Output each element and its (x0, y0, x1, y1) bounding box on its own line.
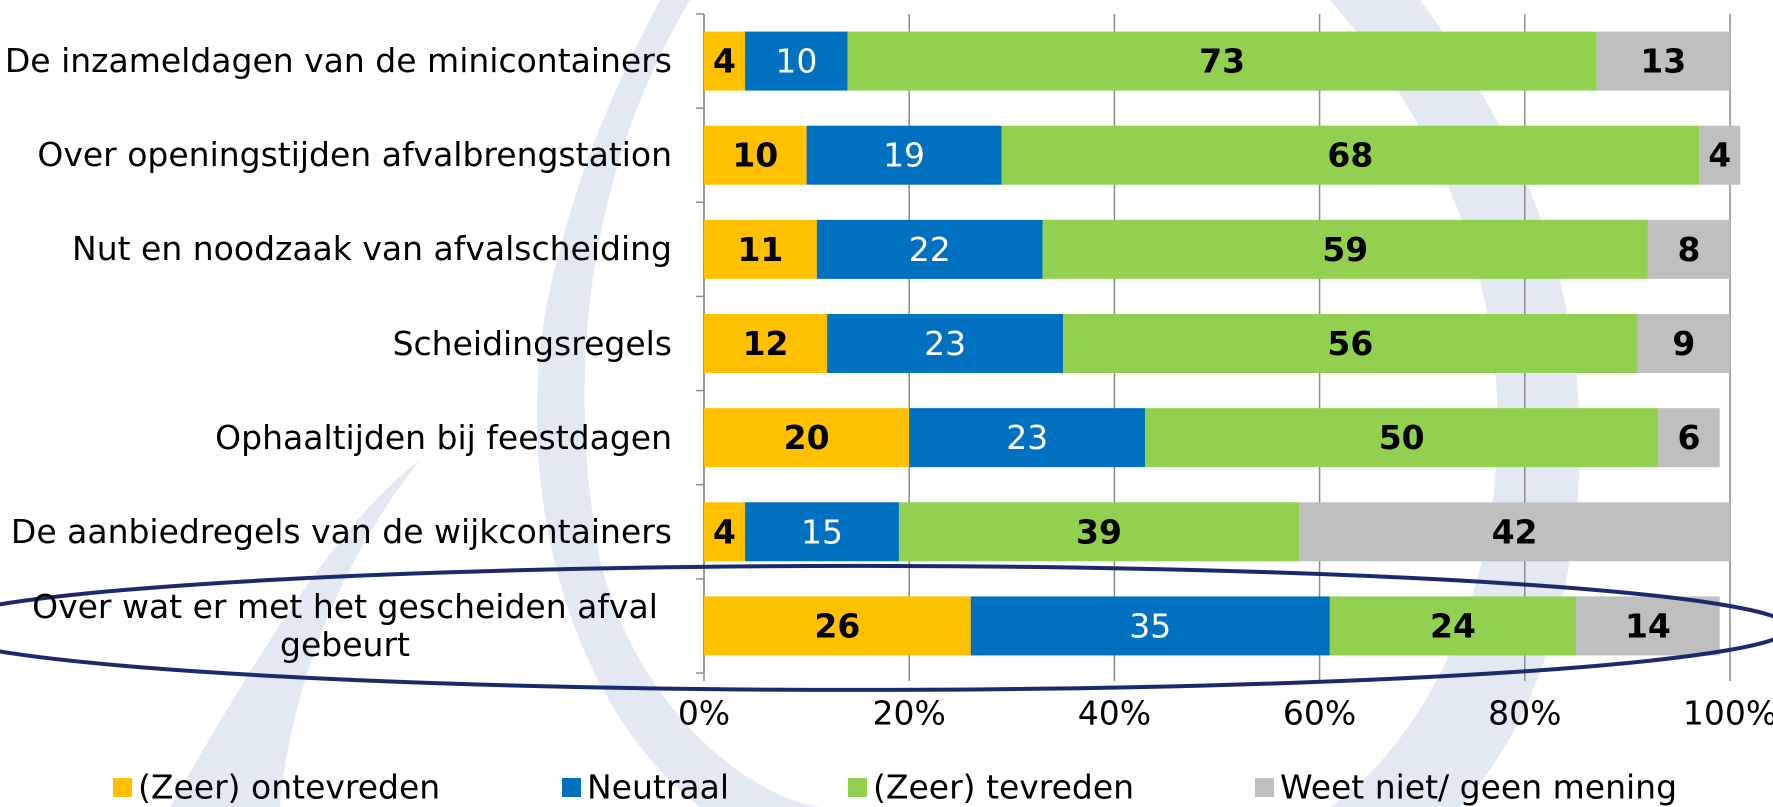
bar-segment (704, 408, 910, 468)
data-label: 20 (784, 418, 830, 457)
bar-segment (847, 31, 1597, 91)
legend-label: Weet niet/ geen mening (1280, 768, 1677, 807)
bar-segment (704, 219, 817, 279)
bar-segment (827, 314, 1064, 373)
data-label: 10 (775, 42, 817, 81)
bar-segment (1299, 502, 1730, 562)
data-label: 23 (1006, 418, 1048, 457)
data-label: 12 (743, 324, 789, 363)
data-label: 13 (1640, 42, 1686, 81)
data-label: 56 (1327, 324, 1373, 363)
data-label: 4 (713, 42, 736, 81)
bar-segment (745, 31, 848, 91)
data-label: 4 (713, 512, 736, 551)
data-label: 8 (1677, 230, 1700, 269)
bar-segment (898, 502, 1300, 562)
x-tick-label: 80% (1488, 694, 1561, 733)
bar-segment (1637, 314, 1730, 373)
bar-segment (816, 219, 1043, 279)
x-tick-label: 0% (678, 694, 730, 733)
bar-segment (704, 31, 746, 91)
y-tick-label: De aanbiedregels van de wijkcontainers (10, 511, 672, 551)
data-label: 14 (1625, 606, 1671, 645)
data-label: 73 (1199, 42, 1245, 81)
bar-segment (704, 125, 807, 185)
data-label: 59 (1322, 230, 1368, 269)
data-label: 11 (737, 230, 783, 269)
bar-segment (1145, 408, 1659, 468)
data-label: 6 (1677, 418, 1700, 457)
data-label: 4 (1708, 136, 1731, 175)
background-watermark (170, 0, 1580, 807)
data-label: 19 (883, 136, 925, 175)
y-tick-label: Over wat er met het gescheiden afval geb… (32, 586, 658, 664)
data-label: 22 (909, 230, 951, 269)
legend-label: (Zeer) ontevreden (138, 768, 440, 807)
bar-segment (1001, 125, 1700, 185)
bar-segment (704, 502, 746, 562)
legend-marker (113, 778, 132, 797)
data-label: 15 (801, 512, 843, 551)
y-tick-label: Scheidingsregels (392, 323, 672, 363)
x-tick-label: 20% (873, 694, 946, 733)
bar-segment (1329, 596, 1577, 656)
legend-marker (1255, 778, 1274, 797)
y-tick-label: Over openingstijden afvalbrengstation (37, 135, 672, 175)
data-label: 10 (732, 136, 778, 175)
legend-marker (848, 778, 867, 797)
data-label: 9 (1672, 324, 1695, 363)
bar-segment (970, 596, 1330, 656)
data-label: 26 (814, 606, 860, 645)
y-tick-label: De inzameldagen van de minicontainers (4, 41, 672, 81)
data-label: 42 (1492, 512, 1538, 551)
x-tick-label: 100% (1683, 694, 1773, 733)
legend-marker (562, 778, 581, 797)
data-label: 35 (1129, 606, 1171, 645)
bar-segment (704, 314, 828, 373)
bar-segment (1647, 219, 1730, 279)
data-label: 24 (1430, 606, 1476, 645)
legend-label: Neutraal (587, 768, 729, 807)
y-tick-label: Ophaaltijden bij feestdagen (215, 417, 672, 457)
bar-segment (745, 502, 899, 562)
x-tick-label: 40% (1078, 694, 1151, 733)
data-label: 39 (1076, 512, 1122, 551)
x-tick-label: 60% (1283, 694, 1356, 733)
y-tick-label: Nut en noodzaak van afvalscheiding (72, 229, 672, 269)
data-label: 23 (924, 324, 966, 363)
bar-segment (1596, 31, 1730, 91)
data-label: 50 (1379, 418, 1425, 457)
bar-segment (1042, 219, 1648, 279)
bar-segment (1063, 314, 1638, 373)
bar-segment (806, 125, 1002, 185)
legend-label: (Zeer) tevreden (873, 768, 1134, 807)
bar-segment (704, 596, 971, 656)
bar-segment (909, 408, 1146, 468)
bar-segment (1658, 408, 1720, 468)
data-label: 68 (1327, 136, 1373, 175)
highlight-ellipse (0, 563, 1773, 692)
bar-segment (1576, 596, 1720, 656)
bar-segment (1699, 125, 1741, 185)
